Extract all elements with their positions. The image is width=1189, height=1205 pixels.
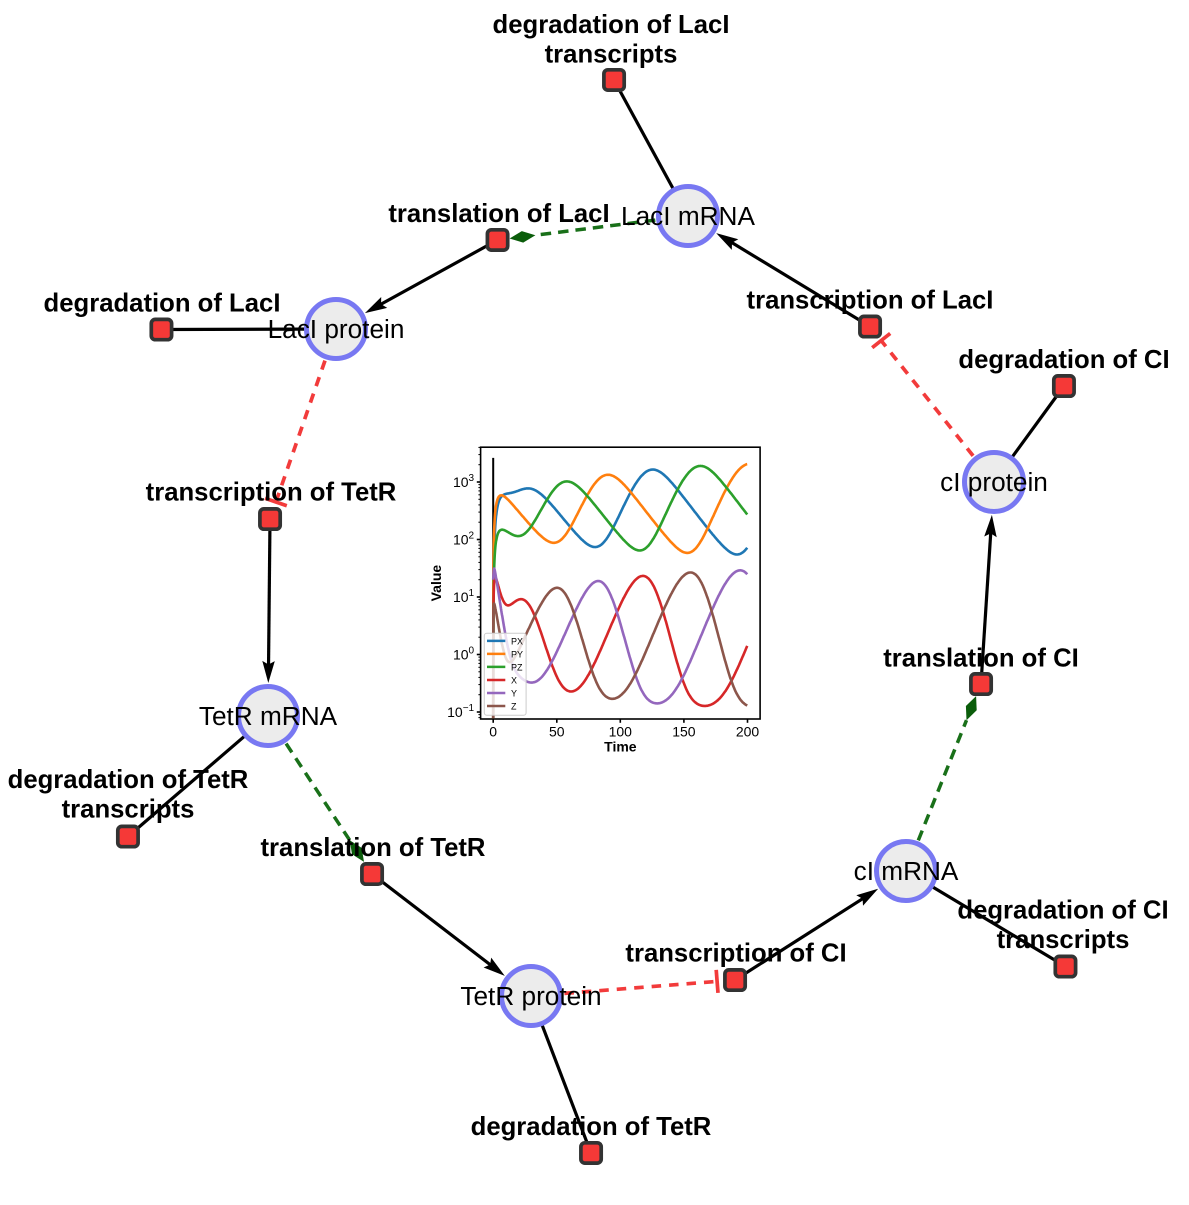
svg-text:X: X: [511, 675, 517, 685]
svg-text:degradation of LacI: degradation of LacI: [493, 11, 730, 39]
svg-text:transcripts: transcripts: [62, 796, 195, 824]
svg-text:LacI protein: LacI protein: [268, 314, 405, 344]
svg-text:transcripts: transcripts: [997, 926, 1130, 954]
svg-text:TetR protein: TetR protein: [460, 981, 601, 1011]
svg-text:PX: PX: [511, 636, 523, 646]
svg-text:transcripts: transcripts: [545, 41, 678, 69]
svg-text:transcription of LacI: transcription of LacI: [747, 287, 994, 315]
svg-text:0: 0: [489, 724, 497, 740]
svg-text:Value: Value: [428, 565, 444, 602]
svg-text:degradation of TetR: degradation of TetR: [471, 1113, 712, 1141]
svg-text:translation of CI: translation of CI: [883, 645, 1079, 673]
svg-text:Y: Y: [511, 688, 517, 698]
svg-text:PY: PY: [511, 649, 523, 659]
svg-text:cI protein: cI protein: [940, 467, 1048, 497]
svg-text:TetR mRNA: TetR mRNA: [199, 701, 338, 731]
svg-text:100: 100: [609, 724, 633, 740]
svg-text:degradation of CI: degradation of CI: [958, 346, 1169, 374]
svg-text:translation of LacI: translation of LacI: [388, 200, 609, 228]
svg-text:cI mRNA: cI mRNA: [854, 856, 959, 886]
svg-text:degradation of CI: degradation of CI: [957, 897, 1168, 925]
svg-text:transcription of CI: transcription of CI: [625, 940, 846, 968]
svg-text:Z: Z: [511, 701, 517, 711]
svg-text:PZ: PZ: [511, 662, 523, 672]
svg-text:degradation of TetR: degradation of TetR: [8, 766, 249, 794]
svg-text:150: 150: [672, 724, 696, 740]
svg-text:50: 50: [549, 724, 565, 740]
svg-text:degradation of LacI: degradation of LacI: [44, 290, 281, 318]
svg-text:200: 200: [736, 724, 760, 740]
svg-text:Time: Time: [604, 739, 637, 755]
svg-text:transcription of TetR: transcription of TetR: [146, 479, 397, 507]
svg-text:translation of TetR: translation of TetR: [260, 834, 485, 862]
svg-text:LacI mRNA: LacI mRNA: [621, 201, 755, 231]
